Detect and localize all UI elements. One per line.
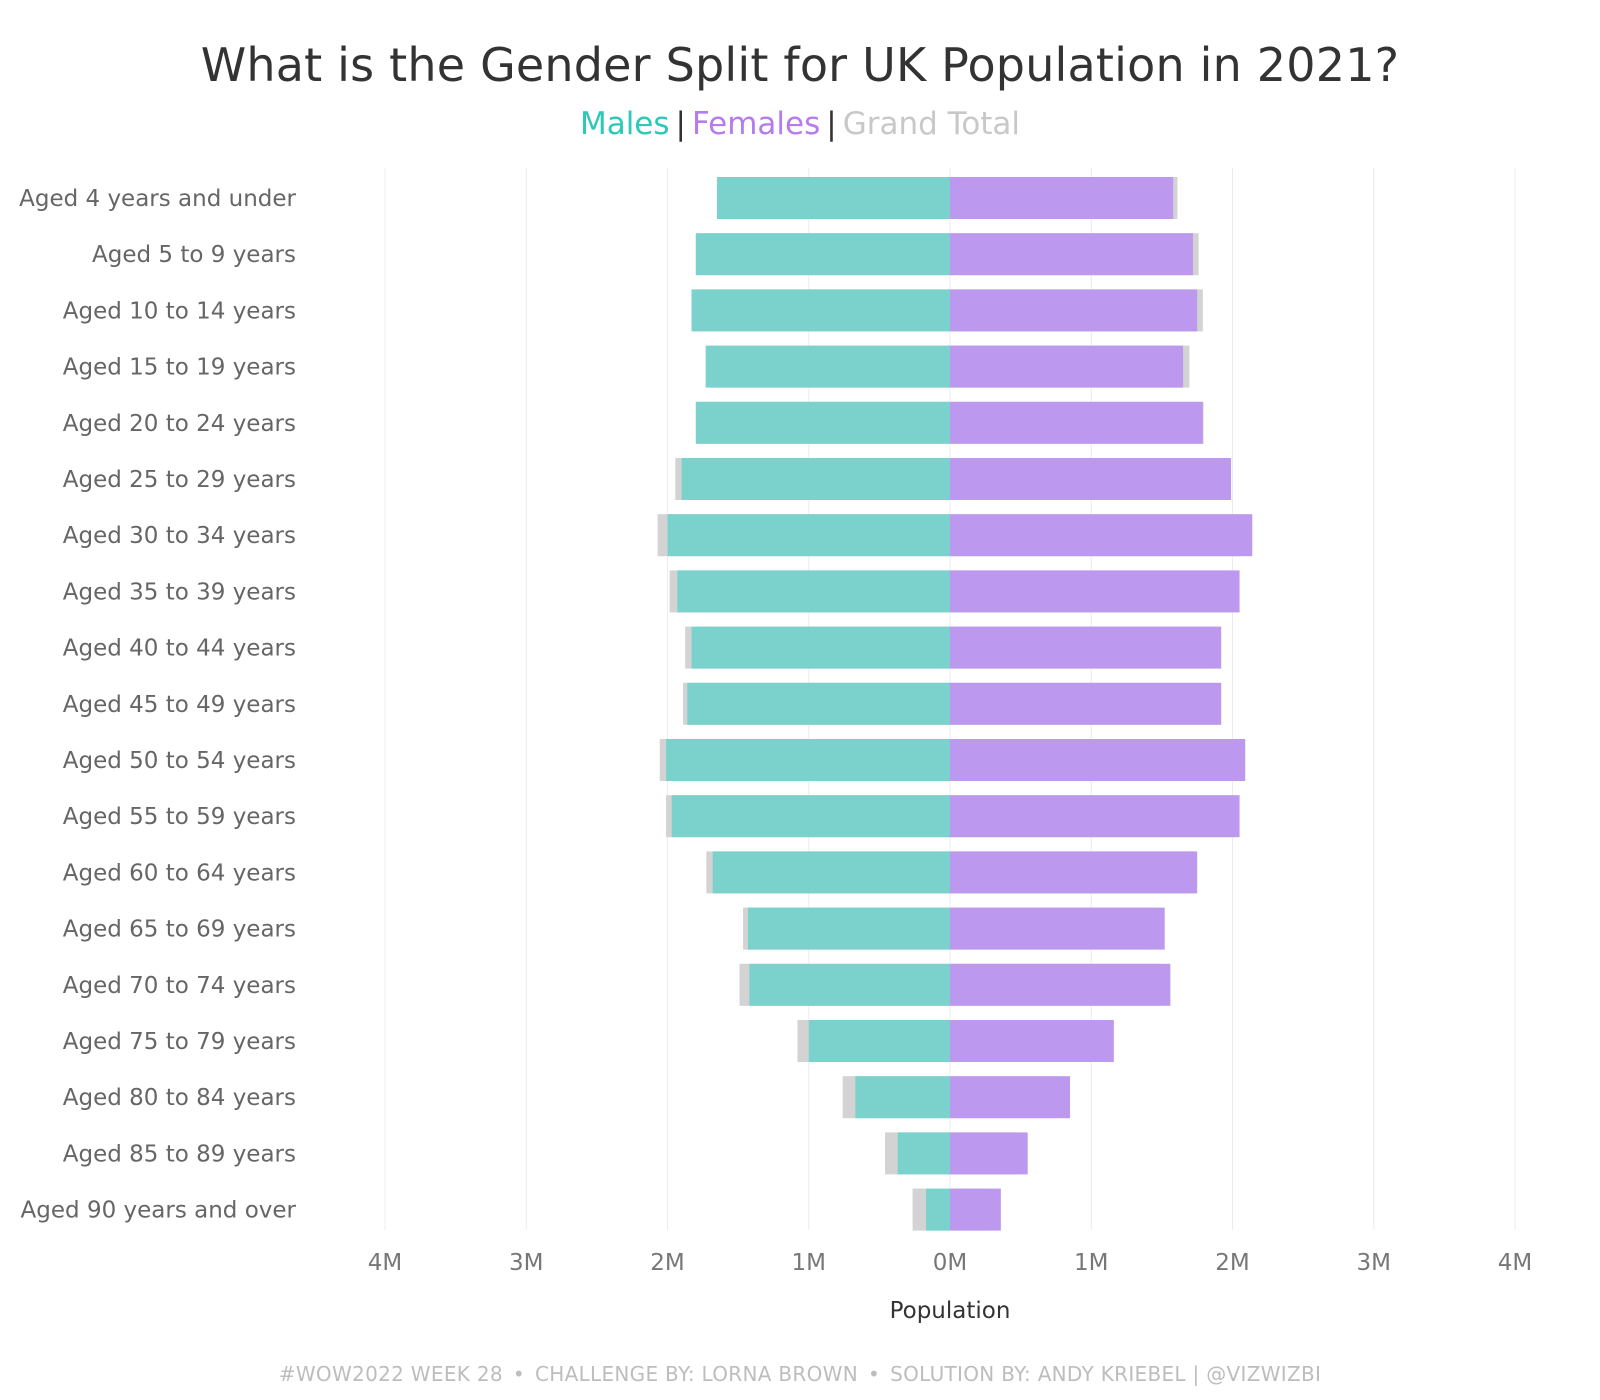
x-tick-label: 0M — [933, 1250, 967, 1276]
bar-females[interactable] — [950, 177, 1174, 219]
bar-males[interactable] — [667, 514, 951, 557]
legend-separator: | — [826, 106, 837, 142]
category-label: Aged 45 to 49 years — [63, 692, 296, 718]
legend-grand-total[interactable]: Grand Total — [842, 106, 1021, 142]
bar-males[interactable] — [691, 626, 950, 669]
bar-males[interactable] — [695, 233, 950, 276]
category-label: Aged 40 to 44 years — [63, 636, 296, 662]
category-label: Aged 50 to 54 years — [63, 748, 296, 774]
bar-females[interactable] — [950, 514, 1253, 557]
bar-females[interactable] — [950, 795, 1240, 838]
bar-males[interactable] — [687, 682, 950, 725]
category-label: Aged 10 to 14 years — [63, 298, 296, 324]
category-label: Aged 20 to 24 years — [63, 411, 296, 437]
category-label: Aged 5 to 9 years — [92, 242, 296, 268]
population-pyramid-chart: Aged 4 years and under Aged 5 to 9 years A… — [19, 168, 1532, 1324]
bar-females[interactable] — [950, 851, 1198, 894]
x-tick-label: 4M — [368, 1250, 402, 1276]
bar-males[interactable] — [855, 1076, 950, 1119]
bar-males[interactable] — [808, 1020, 950, 1062]
category-label: Aged 25 to 29 years — [63, 467, 296, 493]
bar-females[interactable] — [950, 1020, 1114, 1062]
bar-females[interactable] — [950, 963, 1171, 1006]
bar-females[interactable] — [950, 458, 1232, 500]
legend-males[interactable]: Males — [579, 106, 670, 142]
bar-males[interactable] — [705, 345, 950, 388]
legend-females[interactable]: Females — [692, 106, 821, 142]
bar-males[interactable] — [749, 963, 950, 1006]
bar-males[interactable] — [716, 177, 950, 219]
category-label: Aged 55 to 59 years — [63, 804, 296, 830]
footer-dot: • — [868, 1362, 881, 1386]
x-tick-label: 2M — [1215, 1250, 1249, 1276]
bar-females[interactable] — [950, 1132, 1028, 1175]
bars — [657, 177, 1253, 1231]
bar-males[interactable] — [925, 1188, 950, 1231]
bar-females[interactable] — [950, 682, 1222, 725]
footer-week: #WOW2022 WEEK 28 — [278, 1362, 503, 1386]
bar-females[interactable] — [950, 345, 1184, 388]
category-label: Aged 90 years and over — [21, 1198, 297, 1224]
category-label: Aged 80 to 84 years — [63, 1085, 296, 1111]
legend: Males | Females | Grand Total — [0, 106, 1600, 142]
bar-females[interactable] — [950, 289, 1198, 332]
category-label: Aged 70 to 74 years — [63, 973, 296, 999]
footer-dot: • — [512, 1362, 525, 1386]
bar-females[interactable] — [950, 233, 1193, 276]
bar-males[interactable] — [681, 458, 950, 500]
bar-females[interactable] — [950, 907, 1165, 950]
x-tick-label: 4M — [1498, 1250, 1532, 1276]
x-axis-title: Population — [890, 1298, 1011, 1324]
bar-females[interactable] — [950, 570, 1240, 613]
category-label: Aged 30 to 34 years — [63, 523, 296, 549]
bar-males[interactable] — [897, 1132, 950, 1175]
bar-males[interactable] — [691, 289, 950, 332]
bar-males[interactable] — [712, 851, 950, 894]
footer-challenge: CHALLENGE BY: LORNA BROWN — [534, 1362, 858, 1386]
category-label: Aged 4 years and under — [19, 186, 296, 212]
category-label: Aged 15 to 19 years — [63, 355, 296, 381]
bar-males[interactable] — [666, 739, 950, 781]
bar-males[interactable] — [677, 570, 950, 613]
category-label: Aged 85 to 89 years — [63, 1141, 296, 1167]
bar-males[interactable] — [695, 401, 950, 444]
x-axis-ticks: 4M 3M 2M 1M 0M 1M 2M 3M 4M — [368, 1250, 1532, 1276]
x-tick-label: 1M — [1074, 1250, 1108, 1276]
bar-females[interactable] — [950, 1076, 1071, 1119]
x-tick-label: 2M — [650, 1250, 684, 1276]
category-label: Aged 65 to 69 years — [63, 917, 296, 943]
footer: #WOW2022 WEEK 28 • CHALLENGE BY: LORNA BRO… — [0, 1362, 1600, 1386]
bar-females[interactable] — [950, 739, 1246, 781]
x-tick-label: 3M — [509, 1250, 543, 1276]
chart-title: What is the Gender Split for UK Populati… — [200, 38, 1400, 92]
x-tick-label: 3M — [1357, 1250, 1391, 1276]
category-label: Aged 75 to 79 years — [63, 1029, 296, 1055]
category-label: Aged 60 to 64 years — [63, 860, 296, 886]
category-label: Aged 35 to 39 years — [63, 579, 296, 605]
bar-males[interactable] — [748, 907, 950, 950]
bar-females[interactable] — [950, 1188, 1001, 1231]
bar-females[interactable] — [950, 401, 1203, 444]
bar-males[interactable] — [671, 795, 950, 838]
x-tick-label: 1M — [792, 1250, 826, 1276]
footer-solution: SOLUTION BY: ANDY KRIEBEL | @VIZWIZBI — [890, 1362, 1322, 1386]
bar-females[interactable] — [950, 626, 1222, 669]
legend-separator: | — [675, 106, 686, 142]
category-labels: Aged 4 years and under Aged 5 to 9 years A… — [19, 186, 296, 1224]
